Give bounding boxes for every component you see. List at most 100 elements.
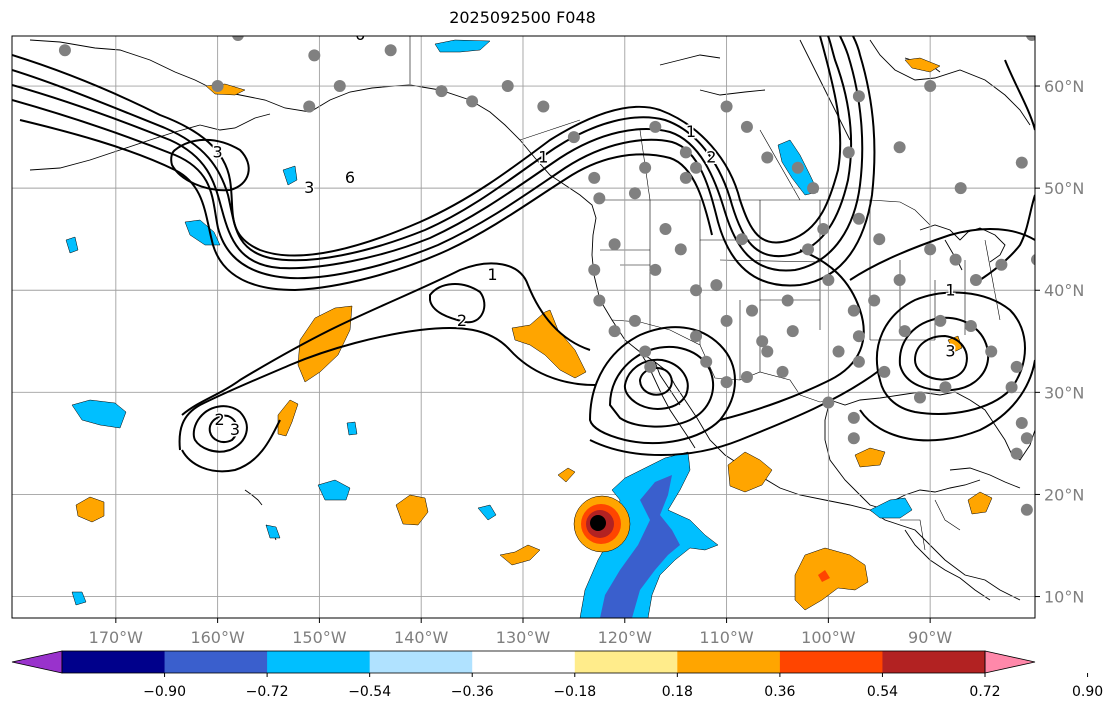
contour-label: 2 — [457, 311, 467, 330]
contour-label: 2 — [215, 410, 225, 429]
station-dot — [1005, 381, 1018, 394]
colorbar-segment — [369, 651, 473, 673]
lat-tick-label: 10°N — [1044, 588, 1084, 607]
station-dot — [776, 365, 789, 378]
station-dot — [608, 238, 621, 251]
station-dot — [710, 279, 723, 292]
station-dot — [1010, 447, 1023, 460]
chart-title: 2025092500 F048 — [449, 8, 596, 27]
contour-label: 1 — [487, 265, 497, 284]
orange-region — [75, 496, 105, 523]
station-dot — [384, 44, 397, 57]
storm-center-marker — [590, 515, 606, 531]
contour-label: 2 — [706, 148, 716, 167]
latitude-tick-labels: 60°N 50°N 40°N 30°N 20°N 10°N — [1035, 77, 1084, 607]
blue-region — [477, 504, 497, 521]
station-dot — [659, 222, 672, 235]
station-dot — [649, 120, 662, 133]
station-dot — [593, 192, 606, 205]
colorbar-label: 0.36 — [764, 684, 795, 700]
station-dot — [832, 345, 845, 358]
station-dot — [761, 151, 774, 164]
colorbar-label: −0.36 — [451, 684, 494, 700]
orange-region — [395, 494, 429, 526]
orange-region — [904, 57, 941, 73]
contour-label: 3 — [945, 342, 955, 361]
contour-label: 3 — [213, 143, 223, 162]
station-dot — [852, 90, 865, 103]
orange-region — [947, 335, 963, 353]
station-dot — [628, 187, 641, 200]
station-dot — [924, 243, 937, 256]
blue-region — [71, 591, 87, 606]
colorbar-label: −0.54 — [348, 684, 391, 700]
station-dot — [964, 319, 977, 332]
lat-tick-label: 20°N — [1044, 485, 1084, 504]
lon-tick-label: 120°W — [598, 628, 653, 647]
contour-label: 3 — [230, 420, 240, 439]
station-dot — [740, 371, 753, 384]
blue-region — [65, 236, 79, 254]
station-dot — [333, 80, 346, 93]
lat-tick-label: 40°N — [1044, 281, 1084, 300]
station-dot — [466, 95, 479, 108]
station-dot — [639, 161, 652, 174]
orange-region — [727, 451, 773, 493]
lat-tick-label: 30°N — [1044, 383, 1084, 402]
contour-label: 3 — [304, 178, 314, 197]
lat-tick-label: 60°N — [1044, 77, 1084, 96]
station-dot — [761, 345, 774, 358]
orange-region — [511, 309, 587, 379]
station-dot — [852, 355, 865, 368]
station-dot — [1020, 432, 1033, 445]
station-dot — [644, 360, 657, 373]
station-dot — [746, 304, 759, 317]
station-dot — [690, 161, 703, 174]
station-dot — [1020, 503, 1033, 516]
station-dot — [1031, 253, 1035, 266]
station-dot — [939, 381, 952, 394]
station-dot — [435, 85, 448, 98]
station-dot — [628, 314, 641, 327]
colorbar-extension-min — [11, 650, 63, 674]
negative-shading — [65, 39, 913, 618]
station-dot — [924, 80, 937, 93]
colorbar-label: 0.90 — [1072, 684, 1103, 700]
blue-region — [184, 219, 221, 246]
station-dot — [720, 314, 733, 327]
station-dot — [593, 294, 606, 307]
dark-blue-region — [600, 475, 680, 618]
lon-tick-label: 110°W — [699, 628, 754, 647]
colorbar-segment — [574, 651, 678, 673]
colorbar-segment — [472, 651, 576, 673]
station-dot — [852, 212, 865, 225]
station-dot — [720, 376, 733, 389]
colorbar-label: 0.72 — [969, 684, 1000, 700]
station-dot — [985, 345, 998, 358]
station-dot — [588, 263, 601, 276]
colorbar-label: −0.18 — [553, 684, 596, 700]
colorbar-label: −0.72 — [246, 684, 289, 700]
lon-tick-label: 140°W — [394, 628, 449, 647]
colorbar: −0.90 −0.72 −0.54 −0.36 −0.18 0.18 0.36 0.54 0.7… — [11, 650, 1103, 700]
station-dot — [786, 325, 799, 338]
station-dot — [756, 335, 769, 348]
lon-tick-label: 90°W — [908, 628, 952, 647]
contour-label: 6 — [345, 168, 355, 187]
orange-region — [557, 467, 576, 483]
colorbar-segment — [164, 651, 268, 673]
colorbar-segment — [779, 651, 883, 673]
colorbar-segment — [882, 651, 986, 673]
station-dot — [740, 120, 753, 133]
colorbar-label: 0.54 — [867, 684, 898, 700]
station-dot — [720, 100, 733, 113]
colorbar-segment — [677, 651, 781, 673]
lon-tick-label: 100°W — [801, 628, 856, 647]
station-dot — [852, 330, 865, 343]
station-dot — [674, 243, 687, 256]
station-dot — [679, 146, 692, 159]
station-dot — [501, 80, 514, 93]
